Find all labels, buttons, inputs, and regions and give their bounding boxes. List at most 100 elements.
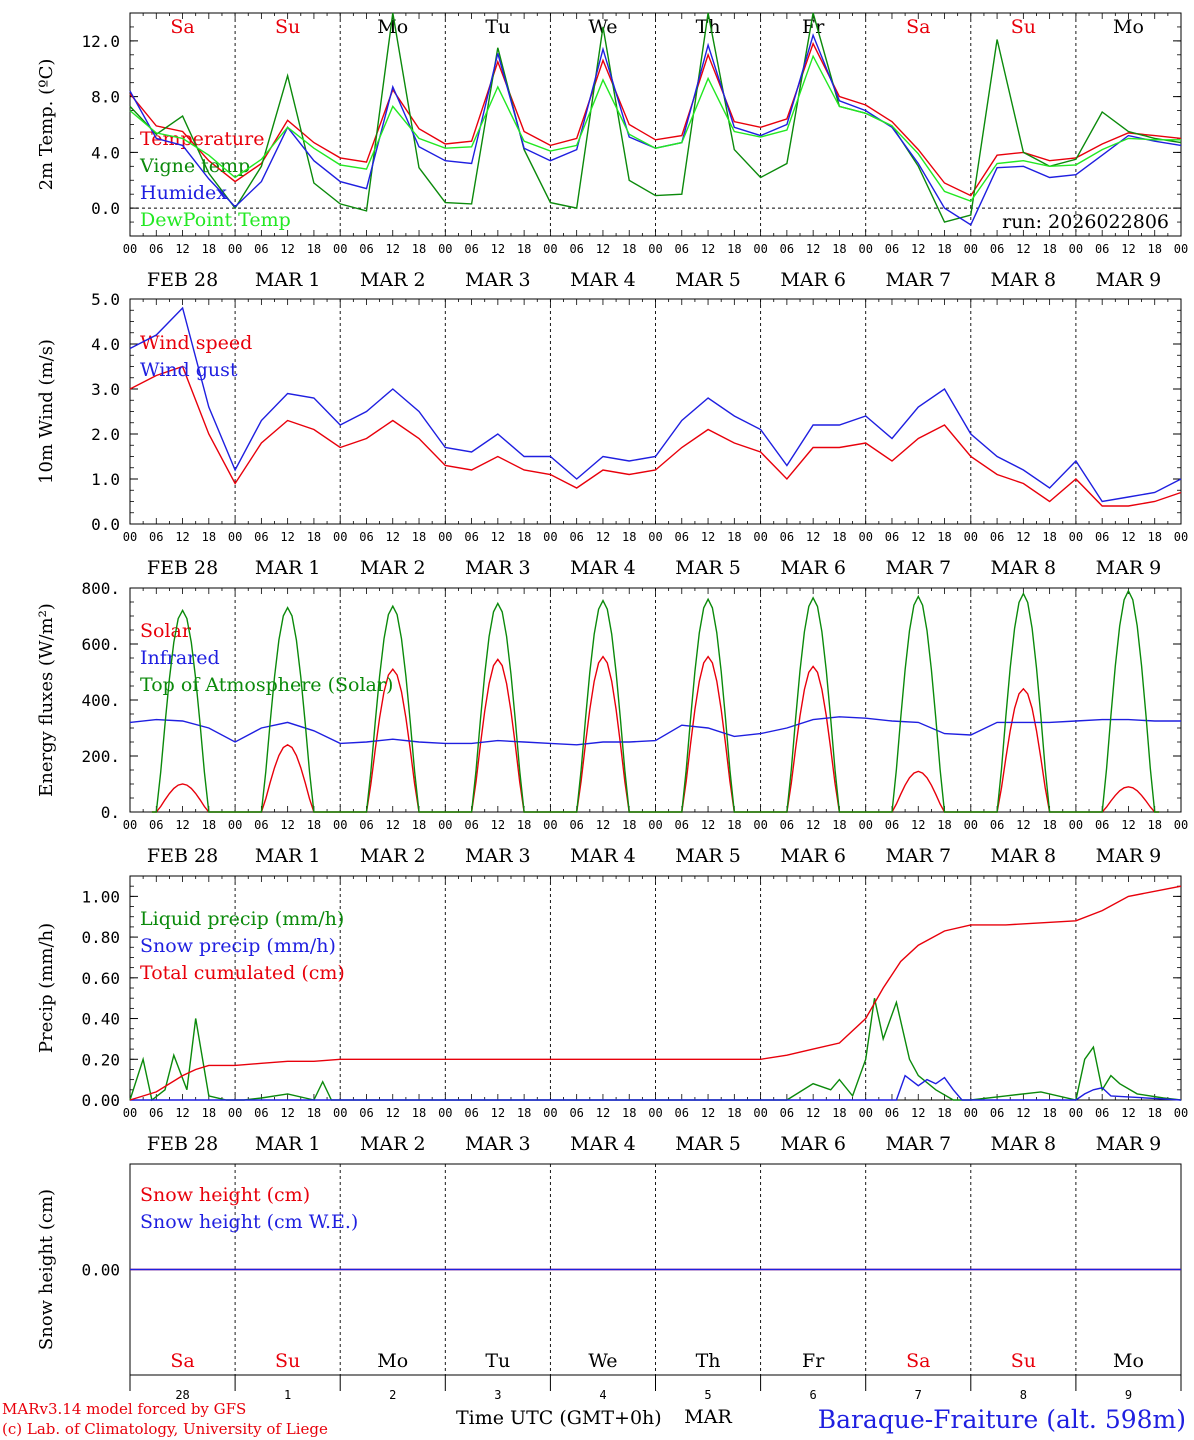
hour-tick-label: 12: [175, 1106, 189, 1120]
hour-tick-label: 00: [1069, 818, 1083, 832]
date-label: MAR 4: [570, 1133, 636, 1155]
y-tick-label: 4.0: [91, 335, 120, 354]
hour-tick-label: 18: [727, 1106, 741, 1120]
y-tick-label: 800.: [81, 579, 120, 598]
y-tick-label: 400.: [81, 691, 120, 710]
hour-tick-label: 12: [1016, 1106, 1030, 1120]
date-label: MAR 9: [1096, 269, 1162, 291]
legend-solar: Solar: [140, 620, 192, 642]
hour-tick-label: 12: [280, 242, 294, 256]
date-label: MAR 9: [1096, 1133, 1162, 1155]
legend-top-of-atmosphere-solar-: Top of Atmosphere (Solar): [140, 674, 393, 696]
hour-tick-label: 12: [386, 818, 400, 832]
hour-tick-label: 06: [569, 530, 583, 544]
hour-tick-label: 18: [517, 530, 531, 544]
hour-tick-label: 12: [1121, 1106, 1135, 1120]
day-of-week-label: Mo: [1113, 16, 1144, 38]
hour-tick-label: 00: [333, 818, 347, 832]
day-number-label: 6: [810, 1388, 817, 1402]
date-label: MAR 1: [255, 269, 321, 291]
day-number-label: 3: [494, 1388, 501, 1402]
hour-tick-label: 06: [359, 818, 373, 832]
hour-tick-label: 18: [727, 530, 741, 544]
date-label: MAR 8: [991, 557, 1057, 579]
hour-tick-label: 18: [1042, 530, 1056, 544]
hour-tick-label: 06: [675, 242, 689, 256]
date-label: MAR 3: [465, 1133, 531, 1155]
hour-tick-label: 06: [149, 1106, 163, 1120]
hour-tick-label: 06: [149, 242, 163, 256]
month-label: MAR: [684, 1406, 732, 1428]
legend-total-cumulated-cm-: Total cumulated (cm): [140, 962, 345, 984]
hour-tick-label: 00: [228, 242, 242, 256]
hour-tick-label: 12: [386, 1106, 400, 1120]
hour-tick-label: 18: [202, 1106, 216, 1120]
hour-tick-label: 06: [780, 818, 794, 832]
hour-tick-label: 06: [990, 818, 1004, 832]
hour-tick-label: 06: [464, 1106, 478, 1120]
day-of-week-label: Mo: [377, 16, 408, 38]
hour-tick-label: 18: [307, 530, 321, 544]
hour-tick-label: 06: [569, 242, 583, 256]
y-axis-label: Energy fluxes (W/m²): [36, 603, 57, 797]
hour-tick-label: 12: [701, 1106, 715, 1120]
hour-tick-label: 00: [648, 1106, 662, 1120]
hour-tick-label: 18: [202, 530, 216, 544]
hour-tick-label: 12: [491, 530, 505, 544]
series-line-wind-gust: [129, 306, 1182, 503]
hour-tick-label: 12: [175, 242, 189, 256]
hour-tick-label: 00: [543, 1106, 557, 1120]
y-axis-label: 2m Temp. (ºC): [36, 59, 57, 191]
day-number-label: 1: [284, 1388, 291, 1402]
y-tick-label: 0.20: [81, 1050, 120, 1069]
day-of-week-label: Sa: [906, 16, 930, 38]
hour-tick-label: 18: [832, 818, 846, 832]
hour-tick-label: 12: [175, 818, 189, 832]
hour-tick-label: 00: [123, 818, 137, 832]
hour-tick-label: 18: [412, 1106, 426, 1120]
hour-tick-label: 06: [780, 1106, 794, 1120]
hour-tick-label: 12: [806, 242, 820, 256]
hour-tick-label: 00: [1174, 818, 1188, 832]
hour-tick-label: 18: [1147, 818, 1161, 832]
run-annotation: run: 2026022806: [1002, 211, 1169, 233]
date-label: MAR 4: [570, 269, 636, 291]
legend-dewpoint-temp: DewPoint Temp: [140, 209, 291, 231]
hour-tick-label: 06: [1095, 818, 1109, 832]
y-axis-label: Snow height (cm): [36, 1189, 57, 1350]
hour-tick-label: 00: [1174, 1106, 1188, 1120]
day-of-week-label: Th: [696, 16, 721, 38]
panels-layer: 0.04.08.012.02m Temp. (ºC)00 06 12 18 00 06 12…: [36, 12, 1188, 1428]
date-label: MAR 3: [465, 557, 531, 579]
series-line-liquid-precip-mm-h-: [129, 998, 1182, 1102]
legend-wind-speed: Wind speed: [140, 332, 252, 354]
day-of-week-label: Sa: [906, 1350, 930, 1372]
hour-tick-label: 00: [543, 242, 557, 256]
hour-tick-label: 00: [964, 1106, 978, 1120]
hour-tick-label: 06: [569, 818, 583, 832]
hour-tick-label: 00: [753, 818, 767, 832]
date-label: MAR 8: [991, 1133, 1057, 1155]
hour-tick-label: 00: [438, 530, 452, 544]
hour-tick-label: 00: [964, 530, 978, 544]
hour-tick-label: 00: [1174, 530, 1188, 544]
day-of-week-label: Sa: [170, 16, 194, 38]
y-tick-label: 0.0: [91, 199, 120, 218]
day-number-label: 7: [915, 1388, 922, 1402]
hour-tick-label: 06: [254, 818, 268, 832]
hour-tick-label: 18: [937, 530, 951, 544]
hour-tick-label: 18: [307, 242, 321, 256]
hour-tick-label: 18: [1042, 1106, 1056, 1120]
day-number-label: 2: [389, 1388, 396, 1402]
date-label: MAR 3: [465, 845, 531, 867]
panel-energy: 0. 200. 400. 600. 800. Energy fluxes (W/m²) 00…: [36, 579, 1188, 867]
y-tick-label: 2.0: [91, 425, 120, 444]
hour-tick-label: 00: [648, 530, 662, 544]
hour-tick-label: 06: [885, 1106, 899, 1120]
hour-tick-label: 12: [491, 1106, 505, 1120]
day-number-label: 5: [704, 1388, 711, 1402]
hour-tick-label: 06: [464, 818, 478, 832]
hour-tick-label: 00: [858, 242, 872, 256]
hour-tick-label: 00: [1069, 1106, 1083, 1120]
